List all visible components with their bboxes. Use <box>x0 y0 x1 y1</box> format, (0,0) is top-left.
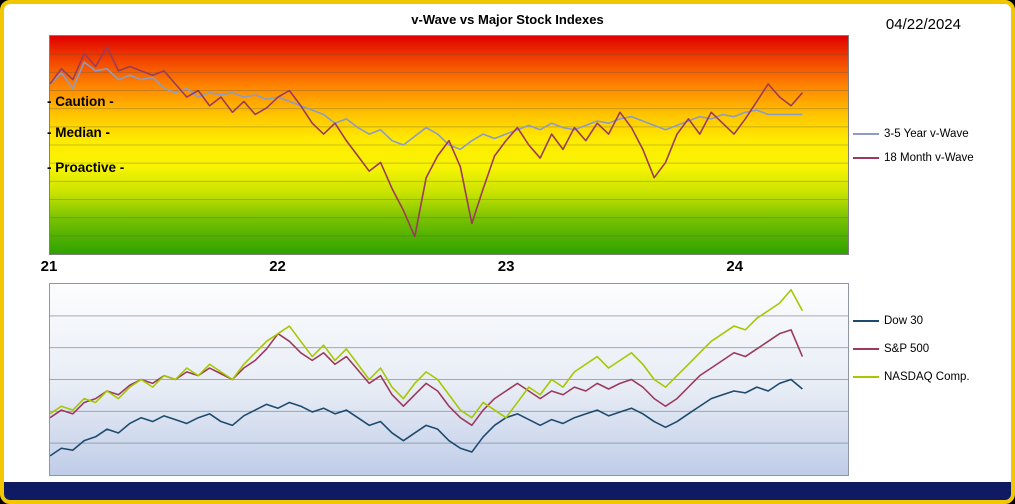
x-axis-labels: 21 22 23 24 <box>4 258 1011 280</box>
zone-label-caution: - Caution - <box>47 94 114 110</box>
bottom-bar <box>4 482 1011 500</box>
line-swatch-35y-vwave <box>853 133 879 135</box>
indexes-legend: Dow 30 S&P 500 NASDAQ Comp. <box>853 307 970 391</box>
legend-label-dow30: Dow 30 <box>884 315 923 327</box>
legend-item-sp500: S&P 500 <box>853 335 970 363</box>
legend-item-18m-vwave: 18 Month v-Wave <box>853 146 974 170</box>
line-swatch-18m-vwave <box>853 157 879 159</box>
line-swatch-nasdaq <box>853 376 879 378</box>
x-axis-tick: 22 <box>269 258 286 275</box>
line-swatch-dow30 <box>853 320 879 322</box>
vwave-legend: 3-5 Year v-Wave 18 Month v-Wave <box>853 122 974 170</box>
indexes-chart-canvas <box>50 288 848 457</box>
report-date: 04/22/2024 <box>885 16 961 33</box>
legend-item-dow30: Dow 30 <box>853 307 970 335</box>
vwave-chart-canvas <box>50 46 848 238</box>
legend-label-nasdaq: NASDAQ Comp. <box>884 371 970 383</box>
x-axis-tick: 21 <box>40 258 58 275</box>
x-axis-tick: 23 <box>497 258 515 275</box>
legend-item-nasdaq: NASDAQ Comp. <box>853 363 970 391</box>
legend-label-18m-vwave: 18 Month v-Wave <box>884 152 974 164</box>
legend-item-35y-vwave: 3-5 Year v-Wave <box>853 122 974 146</box>
legend-label-sp500: S&P 500 <box>884 343 930 355</box>
vwave-chart <box>49 35 849 255</box>
zone-label-proactive: - Proactive - <box>47 160 125 176</box>
legend-label-35y-vwave: 3-5 Year v-Wave <box>884 128 969 140</box>
page-title: v-Wave vs Major Stock Indexes <box>411 12 604 27</box>
x-axis-tick: 24 <box>726 258 744 275</box>
zone-label-median: - Median - <box>47 125 110 140</box>
indexes-chart <box>49 283 849 476</box>
line-swatch-sp500 <box>853 348 879 350</box>
